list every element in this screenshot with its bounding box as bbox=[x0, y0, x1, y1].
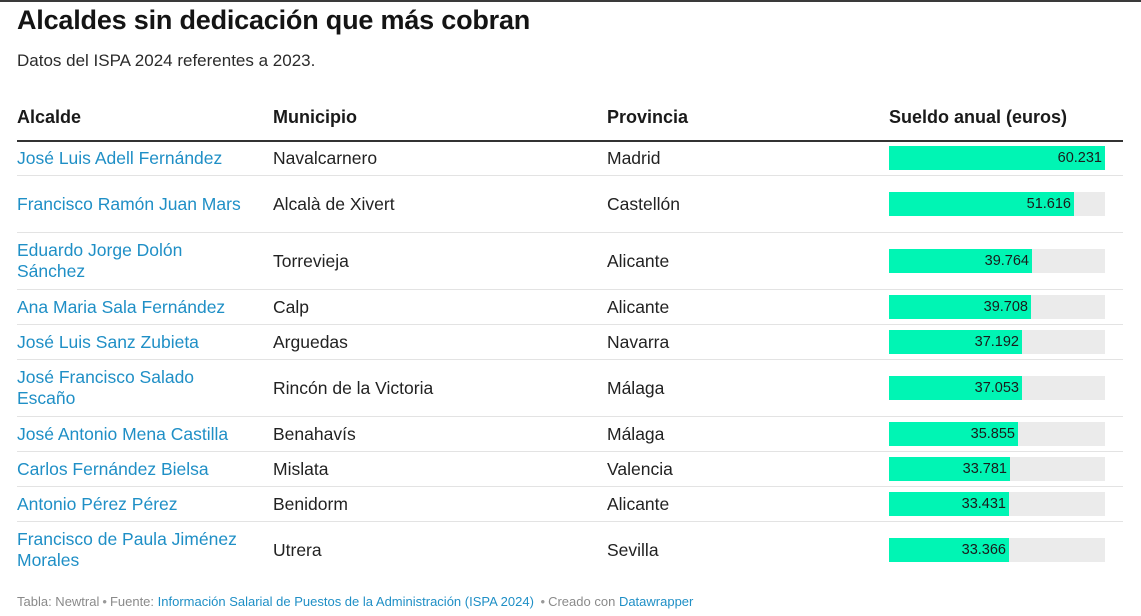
alcalde-link[interactable]: José Luis Adell Fernández bbox=[17, 147, 223, 168]
provincia-cell: Madrid bbox=[607, 147, 661, 168]
alcalde-link[interactable]: Eduardo Jorge Dolón Sánchez bbox=[17, 240, 183, 281]
sueldo-value: 37.053 bbox=[974, 379, 1019, 396]
sueldo-bar-track: 60.231 bbox=[889, 146, 1105, 170]
municipio-cell: Utrera bbox=[273, 539, 322, 560]
footer-datawrapper-link[interactable]: Datawrapper bbox=[618, 594, 694, 609]
datawrapper-table: Alcaldes sin dedicación que más cobran D… bbox=[17, 0, 1127, 616]
provincia-cell: Alicante bbox=[607, 250, 670, 271]
page-title: Alcaldes sin dedicación que más cobran bbox=[17, 5, 531, 35]
provincia-cell: Alicante bbox=[607, 296, 670, 317]
footer: Tabla: Newtral • Fuente: Información Salar… bbox=[17, 594, 693, 609]
sueldo-bar-track: 37.192 bbox=[889, 330, 1105, 354]
sueldo-value: 33.431 bbox=[961, 495, 1006, 512]
top-rule bbox=[0, 0, 1141, 2]
sueldo-cell: 51.616 bbox=[889, 176, 1105, 232]
table-row: Francisco de Paula Jiménez Morales Utrera… bbox=[17, 522, 1123, 578]
sueldo-bar-track: 33.781 bbox=[889, 457, 1105, 481]
provincia-cell: Valencia bbox=[607, 458, 673, 479]
sueldo-bar bbox=[889, 330, 1022, 354]
sueldo-cell: 37.053 bbox=[889, 360, 1105, 416]
header-sueldo[interactable]: Sueldo anual (euros) bbox=[889, 107, 1068, 127]
alcalde-link[interactable]: José Antonio Mena Castilla bbox=[17, 423, 229, 444]
sueldo-bar-track: 39.764 bbox=[889, 249, 1105, 273]
sueldo-bar-track: 33.431 bbox=[889, 492, 1105, 516]
sueldo-bar bbox=[889, 422, 1018, 446]
sueldo-bar bbox=[889, 146, 1105, 170]
alcalde-link[interactable]: Francisco de Paula Jiménez Morales bbox=[17, 529, 237, 570]
sueldo-bar bbox=[889, 457, 1010, 481]
municipio-cell: Benahavís bbox=[273, 423, 356, 444]
sueldo-cell: 33.431 bbox=[889, 487, 1105, 521]
sueldo-bar-track: 51.616 bbox=[889, 192, 1105, 216]
header-municipio[interactable]: Municipio bbox=[273, 107, 357, 127]
header-provincia[interactable]: Provincia bbox=[607, 107, 689, 127]
sueldo-cell: 37.192 bbox=[889, 325, 1105, 359]
municipio-cell: Mislata bbox=[273, 458, 329, 479]
alcalde-link[interactable]: Ana Maria Sala Fernández bbox=[17, 296, 226, 317]
sueldo-bar-track: 35.855 bbox=[889, 422, 1105, 446]
table-row: Eduardo Jorge Dolón Sánchez Torrevieja Ali… bbox=[17, 233, 1123, 290]
table-row: Carlos Fernández Bielsa Mislata Valencia 33… bbox=[17, 452, 1123, 487]
table-row: José Antonio Mena Castilla Benahavís Málag… bbox=[17, 417, 1123, 452]
sueldo-cell: 60.231 bbox=[889, 141, 1105, 175]
alcalde-link[interactable]: José Luis Sanz Zubieta bbox=[17, 331, 199, 352]
sueldo-bar bbox=[889, 249, 1032, 273]
sueldo-bar bbox=[889, 492, 1009, 516]
provincia-cell: Navarra bbox=[607, 331, 670, 352]
table-row: José Luis Adell Fernández Navalcarnero Mad… bbox=[17, 141, 1123, 176]
footer-separator-2: • bbox=[540, 594, 546, 609]
table-row: Antonio Pérez Pérez Benidorm Alicante 33.43… bbox=[17, 487, 1123, 522]
municipio-cell: Navalcarnero bbox=[273, 147, 378, 168]
sueldo-cell: 39.764 bbox=[889, 233, 1105, 289]
table-body: José Luis Adell Fernández Navalcarnero Mad… bbox=[17, 141, 1123, 578]
provincia-cell: Málaga bbox=[607, 423, 665, 444]
footer-created-label: Creado con bbox=[548, 594, 616, 609]
provincia-cell: Sevilla bbox=[607, 539, 659, 560]
sueldo-bar-track: 37.053 bbox=[889, 376, 1105, 400]
municipio-cell: Benidorm bbox=[273, 493, 348, 514]
municipio-cell: Alcalà de Xivert bbox=[273, 193, 395, 214]
sueldo-value: 33.781 bbox=[962, 460, 1007, 477]
municipio-cell: Torrevieja bbox=[273, 250, 349, 271]
sueldo-bar bbox=[889, 295, 1031, 319]
municipio-cell: Calp bbox=[273, 296, 309, 317]
table-row: Ana Maria Sala Fernández Calp Alicante 39.7… bbox=[17, 290, 1123, 325]
municipio-cell: Arguedas bbox=[273, 331, 348, 352]
table-row: Francisco Ramón Juan Mars Alcalà de Xiver… bbox=[17, 176, 1123, 233]
sueldo-cell: 39.708 bbox=[889, 290, 1105, 324]
sueldo-value: 60.231 bbox=[1057, 149, 1102, 166]
table-row: José Francisco Salado Escaño Rincón de la… bbox=[17, 360, 1123, 417]
sueldo-value: 51.616 bbox=[1026, 195, 1071, 212]
table-row: José Luis Sanz Zubieta Arguedas Navarra 37.… bbox=[17, 325, 1123, 360]
alcalde-link[interactable]: Antonio Pérez Pérez bbox=[17, 493, 178, 514]
sueldo-bar bbox=[889, 376, 1022, 400]
sueldo-cell: 33.781 bbox=[889, 452, 1105, 486]
sueldo-bar-track: 33.366 bbox=[889, 538, 1105, 562]
alcalde-link[interactable]: Carlos Fernández Bielsa bbox=[17, 458, 209, 479]
footer-separator-1: • bbox=[102, 594, 107, 609]
sueldo-value: 33.366 bbox=[961, 541, 1006, 558]
sueldo-value: 35.855 bbox=[970, 425, 1015, 442]
provincia-cell: Alicante bbox=[607, 493, 670, 514]
page-subtitle: Datos del ISPA 2024 referentes a 2023. bbox=[17, 51, 316, 70]
provincia-cell: Castellón bbox=[607, 193, 680, 214]
sueldo-value: 37.192 bbox=[974, 333, 1019, 350]
sueldo-bar bbox=[889, 192, 1074, 216]
alcalde-link[interactable]: José Francisco Salado Escaño bbox=[17, 367, 195, 408]
provincia-cell: Málaga bbox=[607, 377, 665, 398]
footer-table-by: Tabla: Newtral bbox=[17, 594, 100, 609]
sueldo-value: 39.708 bbox=[983, 298, 1028, 315]
alcalde-link[interactable]: Francisco Ramón Juan Mars bbox=[17, 193, 241, 214]
table-header: Alcalde Municipio Provincia Sueldo anual… bbox=[17, 104, 1123, 142]
sueldo-bar-track: 39.708 bbox=[889, 295, 1105, 319]
sueldo-cell: 35.855 bbox=[889, 417, 1105, 451]
footer-source-label: Fuente: bbox=[109, 594, 155, 609]
sueldo-bar bbox=[889, 538, 1009, 562]
header-alcalde[interactable]: Alcalde bbox=[17, 107, 82, 127]
sueldo-cell: 33.366 bbox=[889, 522, 1105, 578]
sueldo-value: 39.764 bbox=[984, 252, 1029, 269]
footer-source-link[interactable]: Información Salarial de Puestos de la Ad… bbox=[157, 594, 534, 609]
municipio-cell: Rincón de la Victoria bbox=[273, 377, 434, 398]
